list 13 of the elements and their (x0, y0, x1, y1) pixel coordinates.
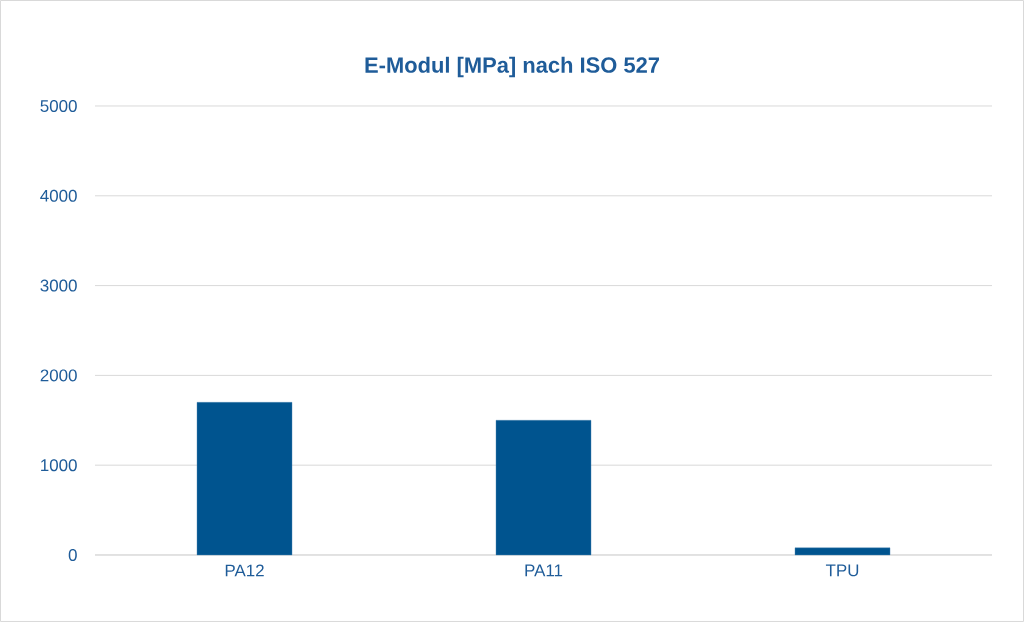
y-tick-label: 4000 (40, 189, 77, 202)
bar (495, 420, 592, 556)
y-tick-label: 3000 (40, 279, 77, 292)
x-tick-label: PA12 (225, 564, 264, 577)
chart-title: E-Modul [MPa] nach ISO 527 (365, 56, 660, 78)
y-tick-label: 0 (68, 548, 77, 561)
bar (196, 402, 293, 556)
x-tick-label: PA11 (525, 564, 563, 577)
y-tick-label: 1000 (41, 459, 77, 472)
y-tick-label: 5000 (40, 99, 77, 112)
bar (794, 547, 891, 556)
x-tick-label: TPU (825, 564, 859, 577)
y-tick-label: 2000 (40, 369, 77, 382)
